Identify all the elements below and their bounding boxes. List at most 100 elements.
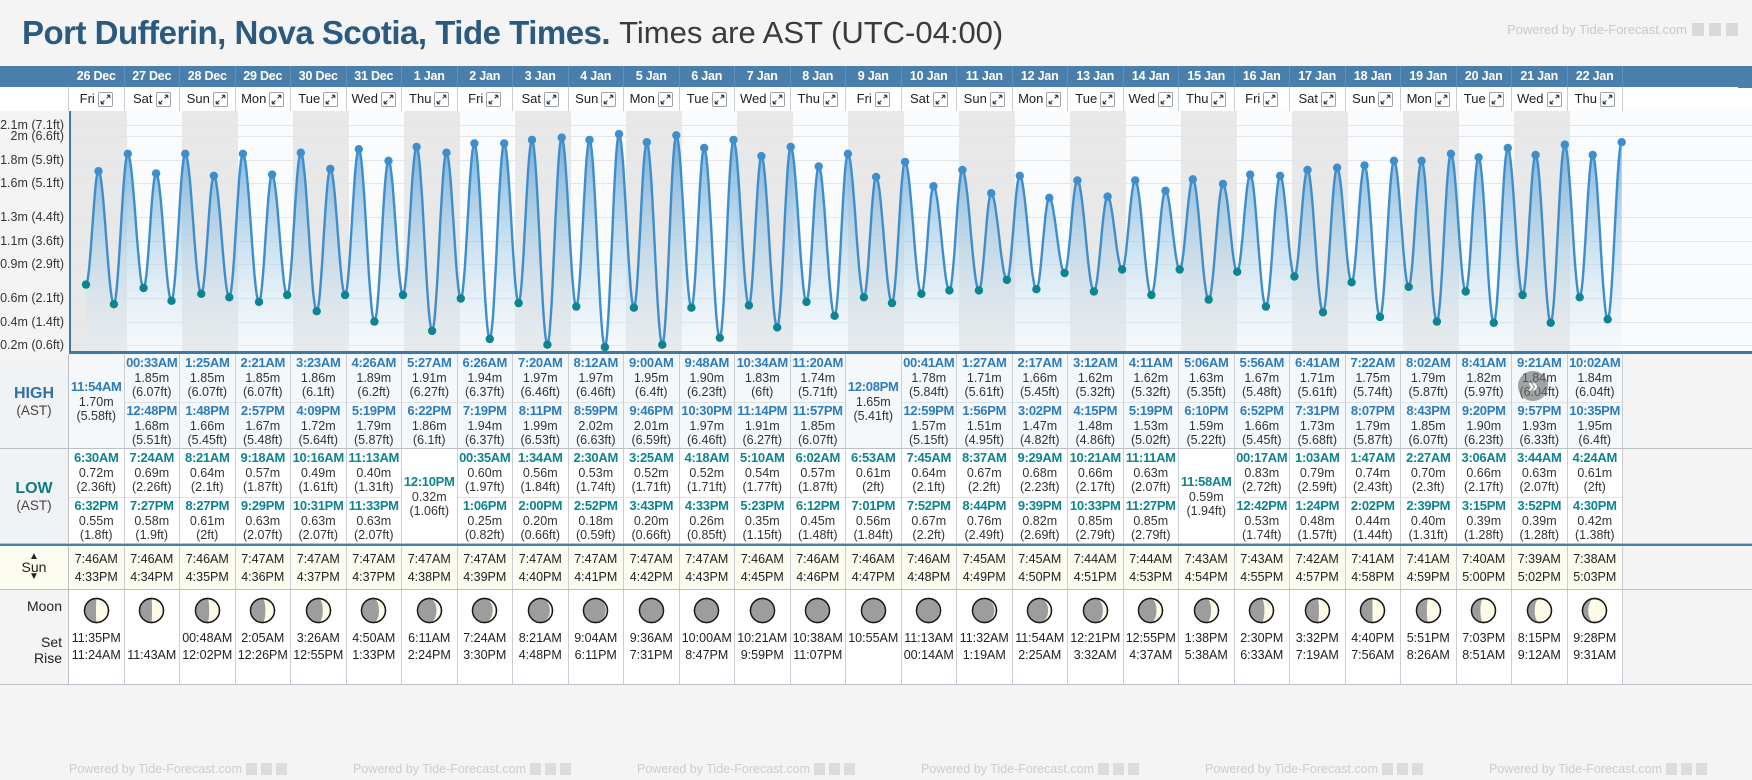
date-header-cell[interactable]: 5 Jan	[624, 66, 680, 87]
expand-icon[interactable]	[1488, 91, 1504, 107]
high-tide-point[interactable]	[500, 139, 509, 148]
date-header-cell[interactable]: 2 Jan	[458, 66, 513, 87]
low-tide-point[interactable]	[658, 340, 667, 349]
tide-curve-plot[interactable]	[69, 111, 1752, 354]
low-tide-point[interactable]	[802, 297, 811, 307]
date-header-cell[interactable]: 16 Jan	[1235, 66, 1290, 87]
date-header-cell[interactable]: 4 Jan	[569, 66, 624, 87]
low-tide-point[interactable]	[254, 297, 264, 307]
high-tide-point[interactable]	[757, 151, 766, 161]
high-tide-point[interactable]	[871, 172, 881, 182]
high-tide-point[interactable]	[1617, 138, 1626, 147]
low-tide-point[interactable]	[225, 293, 234, 302]
low-tide-point[interactable]	[974, 286, 984, 295]
low-tide-point[interactable]	[1404, 282, 1413, 292]
expand-icon[interactable]	[155, 91, 171, 107]
expand-icon[interactable]	[1378, 91, 1394, 107]
low-tide-point[interactable]	[370, 317, 379, 326]
date-header-cell[interactable]: 3 Jan	[513, 66, 569, 87]
expand-icon[interactable]	[1434, 91, 1450, 107]
low-tide-point[interactable]	[945, 286, 954, 295]
high-tide-point[interactable]	[1588, 150, 1597, 160]
low-tide-point[interactable]	[1575, 293, 1584, 302]
date-header-cell[interactable]: 1 Jan	[402, 66, 458, 87]
low-tide-point[interactable]	[1117, 265, 1127, 274]
high-tide-point[interactable]	[1560, 140, 1570, 149]
expand-icon[interactable]	[269, 91, 285, 107]
high-tide-point[interactable]	[1045, 193, 1054, 202]
expand-icon[interactable]	[1321, 91, 1336, 107]
expand-icon[interactable]	[1546, 91, 1562, 107]
expand-icon[interactable]	[434, 91, 450, 107]
date-header-cell[interactable]: 26 Dec	[69, 66, 125, 87]
low-tide-point[interactable]	[197, 289, 206, 298]
high-tide-point[interactable]	[442, 148, 451, 157]
expand-icon[interactable]	[711, 91, 727, 107]
low-tide-point[interactable]	[859, 293, 869, 302]
expand-icon[interactable]	[874, 91, 890, 107]
low-tide-point[interactable]	[1002, 275, 1012, 285]
high-tide-point[interactable]	[585, 135, 594, 145]
high-tide-point[interactable]	[1303, 165, 1312, 175]
date-header-cell[interactable]: 15 Jan	[1179, 66, 1235, 87]
high-tide-point[interactable]	[557, 133, 566, 142]
date-header-cell[interactable]: 30 Dec	[291, 66, 347, 87]
expand-icon[interactable]	[381, 91, 396, 107]
low-tide-point[interactable]	[139, 283, 148, 293]
date-header-cell[interactable]: 13 Jan	[1068, 66, 1124, 87]
high-tide-point[interactable]	[326, 164, 335, 174]
date-header-cell[interactable]: 29 Dec	[236, 66, 291, 87]
high-tide-point[interactable]	[1188, 175, 1198, 184]
low-tide-point[interactable]	[485, 334, 494, 344]
high-tide-point[interactable]	[123, 149, 132, 158]
high-tide-point[interactable]	[470, 139, 479, 148]
date-header-cell[interactable]: 9 Jan	[846, 66, 902, 87]
expand-icon[interactable]	[1263, 91, 1279, 107]
expand-icon[interactable]	[769, 91, 785, 107]
high-tide-point[interactable]	[1246, 170, 1255, 179]
high-tide-point[interactable]	[929, 182, 938, 191]
low-tide-point[interactable]	[456, 294, 465, 303]
high-tide-point[interactable]	[1015, 171, 1024, 180]
low-tide-point[interactable]	[283, 290, 292, 300]
high-tide-point[interactable]	[412, 142, 421, 152]
date-header-cell[interactable]: 22 Jan	[1568, 66, 1623, 87]
expand-icon[interactable]	[323, 91, 339, 107]
low-tide-point[interactable]	[1175, 265, 1184, 274]
high-tide-point[interactable]	[843, 149, 853, 158]
expand-icon[interactable]	[1046, 91, 1062, 107]
high-tide-point[interactable]	[729, 135, 738, 145]
high-tide-point[interactable]	[1332, 163, 1342, 172]
date-header-cell[interactable]: 11 Jan	[957, 66, 1013, 87]
date-header-cell[interactable]: 27 Dec	[125, 66, 180, 87]
low-tide-point[interactable]	[312, 307, 321, 316]
low-tide-point[interactable]	[830, 311, 839, 320]
low-tide-point[interactable]	[543, 340, 552, 349]
date-header-cell[interactable]: 19 Jan	[1401, 66, 1457, 87]
low-tide-point[interactable]	[427, 326, 437, 336]
high-tide-point[interactable]	[151, 169, 161, 178]
low-tide-point[interactable]	[715, 333, 724, 342]
high-tide-point[interactable]	[238, 149, 248, 158]
high-tide-point[interactable]	[1389, 156, 1399, 165]
date-header-cell[interactable]: 28 Dec	[180, 66, 236, 87]
high-tide-point[interactable]	[1218, 179, 1228, 189]
low-tide-point[interactable]	[744, 301, 754, 310]
high-tide-point[interactable]	[1531, 150, 1540, 160]
low-tide-point[interactable]	[398, 290, 408, 300]
expand-icon[interactable]	[822, 91, 838, 107]
low-tide-point[interactable]	[1546, 318, 1555, 327]
high-tide-point[interactable]	[900, 157, 910, 167]
low-tide-point[interactable]	[600, 342, 610, 351]
date-header-cell[interactable]: 8 Jan	[791, 66, 846, 87]
high-tide-point[interactable]	[354, 145, 363, 154]
low-tide-point[interactable]	[1147, 290, 1156, 300]
high-tide-point[interactable]	[958, 165, 967, 175]
date-header-cell[interactable]: 21 Jan	[1512, 66, 1568, 87]
low-tide-point[interactable]	[1032, 285, 1041, 294]
high-tide-point[interactable]	[786, 142, 795, 152]
expand-icon[interactable]	[1158, 91, 1173, 107]
high-tide-point[interactable]	[1275, 171, 1285, 180]
low-tide-point[interactable]	[887, 298, 897, 308]
high-tide-point[interactable]	[267, 170, 277, 179]
